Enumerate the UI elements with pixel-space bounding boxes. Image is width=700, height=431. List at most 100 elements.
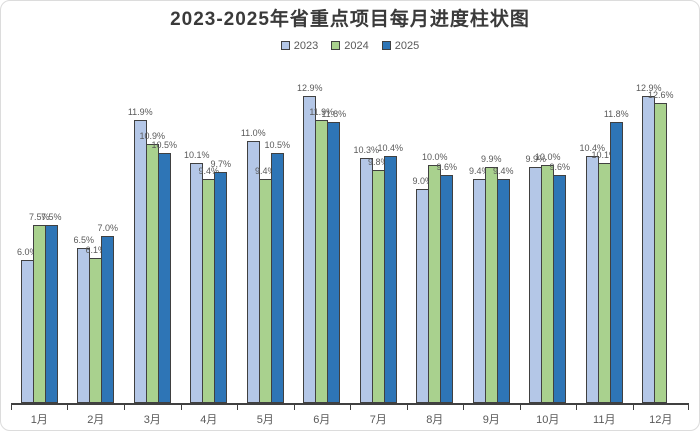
chart-title: 2023-2025年省重点项目每月进度柱状图 [170, 9, 530, 30]
data-label-2023-3月: 11.9% [127, 106, 153, 117]
data-label-2025-8月: 9.6% [436, 161, 458, 172]
tick-mark [236, 405, 238, 410]
legend-swatch-2024 [331, 41, 341, 50]
x-axis-label-1月: 1月 [30, 414, 48, 426]
data-label-2025-2月: 7.0% [97, 223, 119, 234]
x-axis-labels: 1月 2月 3月 4月 5月 6月 7月 8月 9月 10月 11月 12月 [11, 410, 689, 427]
x-axis-label-3月: 3月 [143, 414, 161, 426]
tick-mark [688, 405, 689, 410]
month-group-1月: 6.0% 7.5% 7.5% [11, 52, 68, 403]
x-axis-ticks [11, 405, 689, 410]
month-group-6月: 12.9% 11.9% 11.8% [294, 52, 351, 403]
bar-2025-8月: 9.6% [436, 162, 457, 403]
data-label-2024-4月: 9.4% [198, 166, 220, 177]
x-axis-label-8月: 8月 [426, 414, 444, 426]
legend-label: 2024 [344, 39, 369, 52]
data-label-2024-5月: 9.4% [254, 166, 276, 177]
tick-mark [350, 405, 351, 410]
x-axis-label-6月: 6月 [313, 414, 331, 426]
data-label-2023-12月: 12.9% [635, 83, 662, 93]
x-axis-label-7月: 7月 [369, 414, 387, 426]
bar-2025-2月: 7.0% [97, 223, 118, 403]
legend-label: 2023 [293, 39, 319, 52]
data-label-2025-10月: 9.6% [549, 161, 571, 172]
data-label-2024-2月: 6.1% [85, 244, 107, 255]
bar-2025-10月: 9.6% [549, 162, 570, 403]
month-group-10月: 9.9% 10.0% 9.6% [520, 52, 577, 403]
data-label-2025-5月: 10.5% [264, 140, 291, 151]
data-label-2025-7月: 10.4% [377, 142, 404, 153]
month-group-5月: 11.0% 9.4% 10.5% [237, 52, 294, 403]
tick-mark [123, 405, 125, 410]
bar-2025-6月: 11.8% [321, 109, 346, 403]
data-label-2024-7月: 9.8% [367, 156, 389, 167]
tick-mark [462, 405, 464, 410]
month-group-2月: 6.5% 6.1% 7.0% [68, 52, 125, 403]
data-label-2023-9月: 9.4% [468, 166, 490, 177]
tick-mark [576, 405, 577, 410]
legend-swatch-2025 [381, 41, 391, 50]
x-axis-label-2月: 2月 [87, 414, 105, 426]
month-group-4月: 10.1% 9.4% 9.7% [181, 52, 238, 403]
bar-2025-11月: 11.8% [604, 109, 629, 403]
data-label-2023-11月: 10.4% [579, 142, 606, 153]
month-group-9月: 9.4% 9.9% 9.4% [463, 52, 520, 403]
plot-area: 6.0% 7.5% 7.5% 6.5% 6.1% 7.0% 11.9% 10.9% 10.5% 1… [11, 52, 689, 405]
bar-2024-12月: 12.6% [648, 90, 674, 403]
x-axis-label-11月: 11月 [593, 414, 616, 426]
tick-mark [519, 405, 521, 410]
data-label-2025-9月: 9.4% [492, 166, 514, 177]
data-label-2025-1月: 7.5% [40, 211, 62, 222]
data-label-2023-4月: 10.1% [183, 149, 210, 160]
data-label-2023-6月: 12.9% [296, 83, 323, 93]
bar-2025-9月: 9.4% [493, 166, 514, 403]
bar-2025-12月 [666, 401, 679, 403]
x-axis-label-5月: 5月 [256, 414, 274, 426]
legend-item-2025: 2025 [381, 39, 420, 52]
data-label-2025-3月: 10.5% [151, 140, 178, 151]
data-label-2024-1月: 7.5% [28, 211, 50, 222]
data-label-2023-10月: 9.9% [525, 154, 547, 165]
data-label-2024-8月: 10.0% [421, 152, 448, 162]
legend-item-2023: 2023 [280, 39, 319, 52]
month-group-7月: 10.3% 9.8% 10.4% [350, 52, 407, 403]
data-label-2024-12月: 12.6% [647, 90, 674, 101]
tick-mark [406, 405, 408, 410]
data-label-2024-3月: 10.9% [139, 130, 166, 141]
month-group-11月: 10.4% 10.1% 11.8% [576, 52, 633, 403]
tick-mark [67, 405, 69, 410]
data-label-2024-6月: 11.9% [309, 106, 335, 117]
tick-mark [180, 405, 182, 410]
legend-item-2024: 2024 [331, 39, 369, 52]
legend-label: 2025 [394, 39, 420, 52]
bar-2025-4月: 9.7% [210, 159, 231, 403]
data-label-2025-11月: 11.8% [603, 109, 629, 120]
data-label-2024-10月: 10.0% [534, 152, 561, 162]
data-label-2025-4月: 9.7% [210, 159, 232, 170]
bar-2025-7月: 10.4% [377, 143, 403, 403]
x-axis-label-9月: 9月 [482, 414, 500, 426]
tick-mark [11, 405, 12, 410]
data-label-2023-5月: 11.0% [240, 128, 266, 139]
month-group-3月: 11.9% 10.9% 10.5% [124, 52, 181, 403]
bar-2025-1月: 7.5% [41, 212, 62, 403]
legend-swatch-2023 [280, 41, 290, 50]
chart-legend: 2023 2024 2025 [1, 39, 699, 52]
month-group-12月: 12.9% 12.6% [633, 52, 690, 403]
data-label-2025-6月: 11.8% [321, 109, 347, 120]
x-axis-label-10月: 10月 [536, 414, 560, 426]
data-label-2023-1月: 6.0% [16, 247, 38, 258]
x-axis-label-12月: 12月 [649, 414, 673, 426]
data-label-2023-2月: 6.5% [73, 235, 95, 246]
data-label-2023-8月: 9.0% [412, 175, 434, 186]
tick-mark [293, 405, 295, 410]
month-group-8月: 9.0% 10.0% 9.6% [407, 52, 464, 403]
bar-2025-5月: 10.5% [264, 140, 290, 403]
data-label-2024-9月: 9.9% [480, 154, 502, 165]
x-axis-label-4月: 4月 [200, 414, 218, 426]
tick-mark [632, 405, 634, 410]
data-label-2024-11月: 10.1% [591, 149, 618, 160]
data-label-2023-7月: 10.3% [353, 144, 380, 155]
bar-2025-3月: 10.5% [151, 140, 177, 403]
